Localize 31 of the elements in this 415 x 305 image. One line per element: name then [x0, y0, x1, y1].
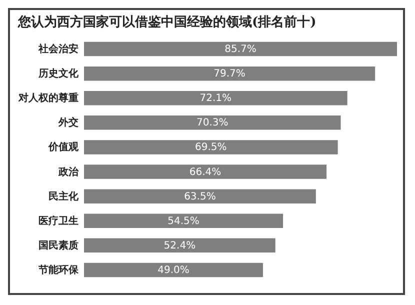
- bar: [84, 238, 276, 253]
- bar: [84, 189, 316, 204]
- data-label: 69.5%: [195, 142, 227, 154]
- y-tick-label: 历史文化: [38, 68, 80, 80]
- y-tick-label: 政治: [58, 166, 80, 178]
- y-tick-label: 民主化: [48, 190, 80, 202]
- y-tick-label: 对人权的尊重: [18, 92, 78, 104]
- bar: [84, 91, 348, 106]
- y-tick-label: 外交: [58, 116, 78, 129]
- y-tick-label: 价值观: [48, 141, 80, 154]
- y-tick-label: 医疗卫生: [38, 214, 78, 227]
- y-tick-label: 节能环保: [38, 264, 80, 276]
- data-label: 70.3%: [196, 118, 228, 129]
- bar: [84, 214, 284, 228]
- y-tick-label: 国民素质: [38, 239, 78, 252]
- data-label: 79.7%: [214, 68, 246, 80]
- y-tick-label: 社会治安: [38, 43, 78, 56]
- bar: [84, 164, 327, 179]
- bar: [84, 262, 263, 278]
- data-label: 49.0%: [158, 264, 190, 276]
- data-label: 85.7%: [224, 44, 256, 56]
- data-label: 54.5%: [168, 216, 200, 227]
- data-label: 63.5%: [184, 191, 216, 202]
- data-label: 52.4%: [164, 240, 196, 252]
- chart-title: 您认为西方国家可以借鉴中国经验的领域(排名前十): [17, 14, 316, 30]
- data-label: 72.1%: [200, 93, 232, 104]
- bar: [84, 116, 341, 130]
- bar: [84, 66, 376, 81]
- bar: [84, 42, 397, 56]
- bar: [84, 140, 338, 154]
- data-label: 66.4%: [189, 166, 222, 178]
